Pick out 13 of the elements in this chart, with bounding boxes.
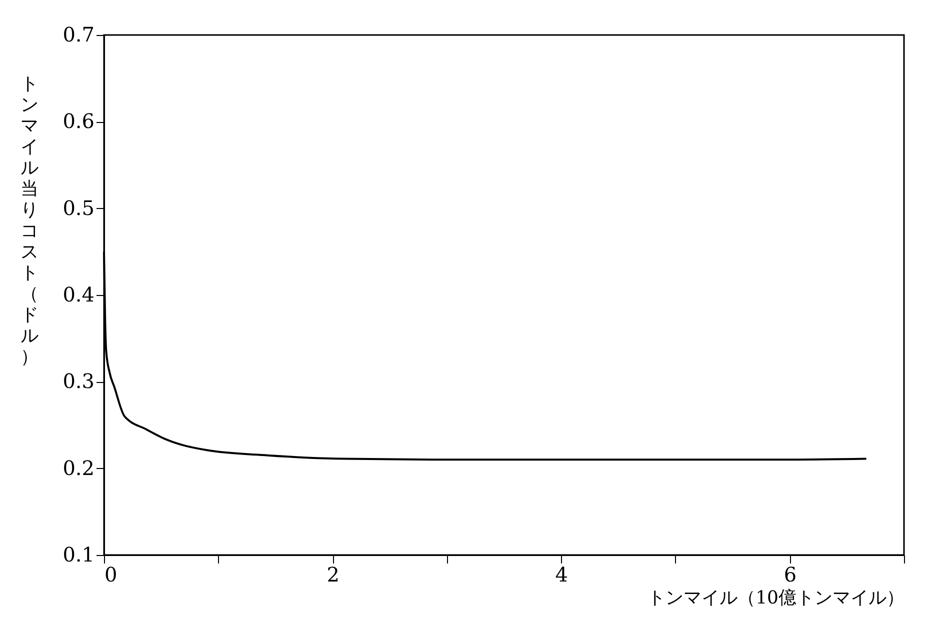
y-tick-label: 0.6 — [62, 109, 94, 134]
y-tick-label: 0.7 — [62, 22, 94, 46]
x-tick-label: 0 — [104, 562, 118, 586]
x-tick-label: 4 — [555, 562, 568, 586]
y-tick-label: 0.4 — [62, 282, 94, 306]
x-tick-label: 6 — [784, 562, 797, 586]
text: トンマイル当りコスト（ドル） — [20, 74, 38, 368]
x-tick-label: 2 — [326, 562, 340, 586]
y-tick-label: 0.3 — [62, 369, 94, 394]
y-tick-label: 0.1 — [62, 542, 94, 566]
y-tick-label: 0.5 — [62, 196, 94, 220]
y-tick-label: 0.2 — [62, 456, 94, 480]
x-axis-title: トンマイル（10億トンマイル） — [648, 588, 904, 608]
